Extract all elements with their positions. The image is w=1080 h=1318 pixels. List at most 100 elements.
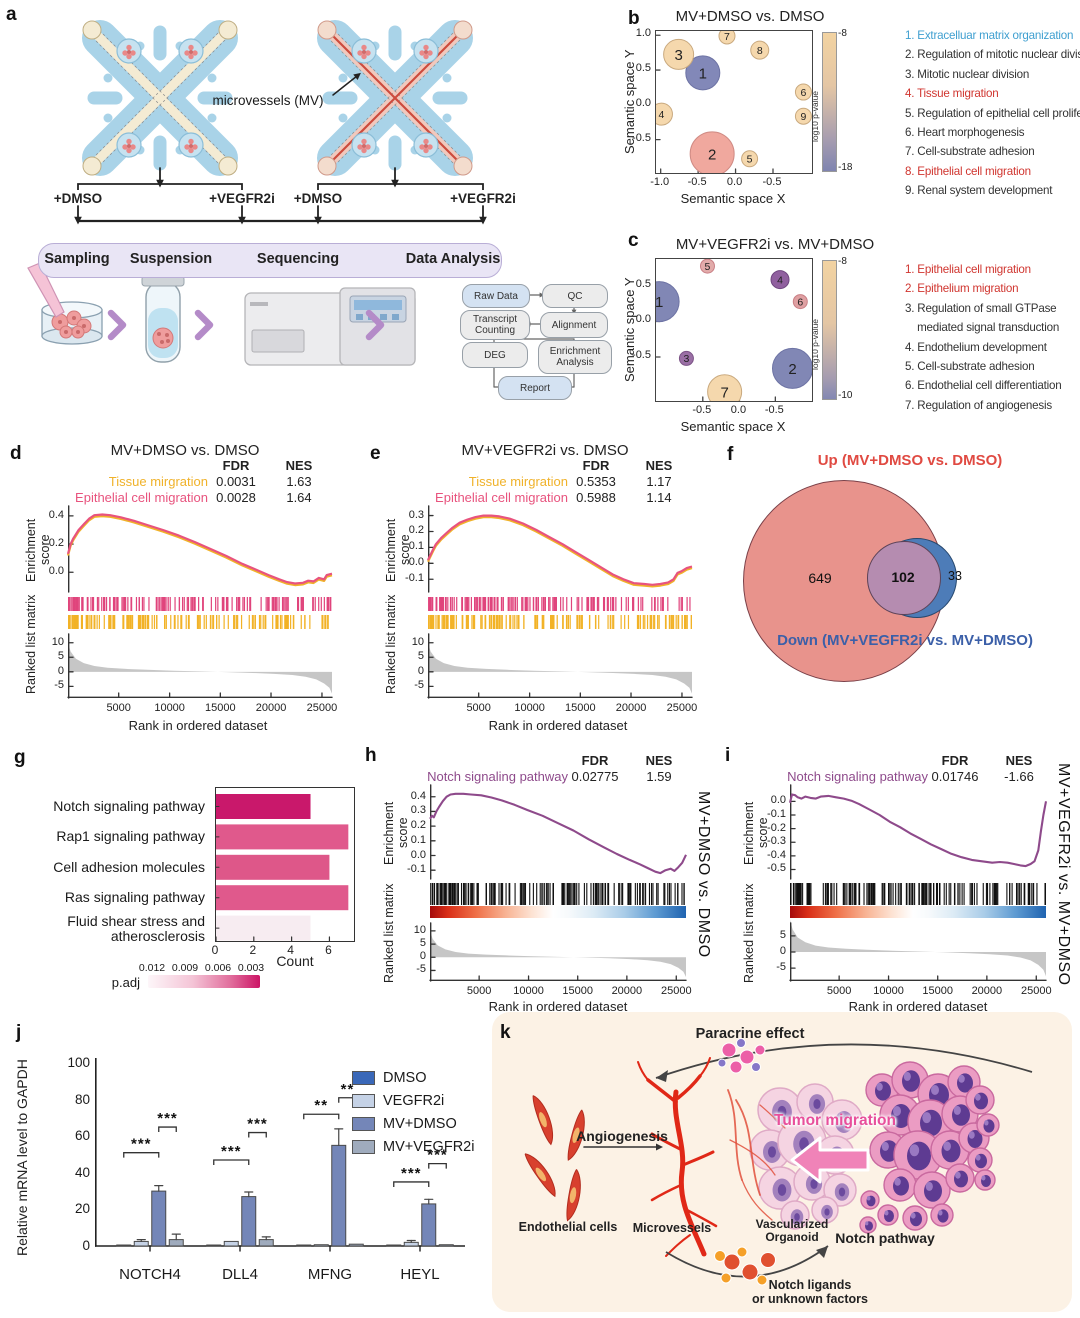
panel-c-bubble-plot: 1 2 3 4 5 6 7 bbox=[655, 258, 813, 402]
gsea-set-name: Tissue mirgration bbox=[468, 474, 568, 489]
rank-tick: 0 bbox=[57, 664, 64, 677]
padj-tick: 0.006 bbox=[204, 962, 232, 974]
rank-x-tick: 15000 bbox=[565, 702, 596, 714]
j-y-tick: 60 bbox=[74, 1128, 90, 1144]
gene-hit-barcode bbox=[790, 883, 1046, 905]
chip-workflow-illustration bbox=[27, 20, 577, 388]
bar-category-label: Cell adhesion molecules bbox=[53, 858, 205, 875]
panel-c-colorbar-top: -8 bbox=[838, 256, 847, 267]
svg-text:***: *** bbox=[247, 1116, 268, 1133]
ranked-list-plot bbox=[789, 919, 1047, 982]
j-legend-swatch bbox=[352, 1139, 375, 1154]
panel-c-legend: 1. Epithelial cell migration 2. Epitheliu… bbox=[905, 260, 1062, 415]
svg-text:2: 2 bbox=[788, 361, 796, 378]
rank-tick: -5 bbox=[54, 679, 64, 692]
x-tick-label: 0.0 bbox=[730, 404, 747, 416]
legend-item: 2. Epithelium migration bbox=[905, 282, 1019, 296]
j-y-tick: 20 bbox=[74, 1201, 90, 1217]
panel-c-colorbar-bottom: -10 bbox=[838, 390, 853, 401]
bar-category-label: Notch signaling pathway bbox=[53, 798, 205, 814]
venn-count-up: 649 bbox=[808, 570, 832, 586]
rank-x-tick: 10000 bbox=[514, 702, 545, 714]
flow-qc-label: QC bbox=[567, 290, 583, 302]
legend-item: mediated signal transduction bbox=[905, 321, 1060, 335]
panel-g-xlabel: Count bbox=[276, 953, 314, 969]
svg-text:***: *** bbox=[401, 1165, 422, 1182]
rank-tick: 5 bbox=[419, 937, 426, 950]
y-tick-label: 0.0 bbox=[635, 96, 651, 109]
venn-up-label: Up (MV+DMSO vs. DMSO) bbox=[817, 452, 1003, 469]
fdr-header: FDR bbox=[582, 458, 610, 473]
x-tick-label: -0.5 bbox=[764, 404, 784, 416]
treatment-vegfr2i-left: +VEGFR2i bbox=[209, 191, 275, 206]
gsea-set-fdr: 0.0031 bbox=[216, 474, 256, 489]
legend-item: 5. Cell-substrate adhesion bbox=[905, 360, 1035, 374]
nes-header: NES bbox=[1005, 753, 1033, 768]
gsea-set-fdr: 0.5988 bbox=[576, 490, 616, 505]
x-tick-label: 0.0 bbox=[726, 176, 743, 188]
rank-x-tick: 25000 bbox=[1020, 985, 1052, 997]
panel-d: d MV+DMSO vs. DMSO FDR NES Tissue mirgration… bbox=[0, 432, 360, 740]
x-tick-label: -0.5 bbox=[762, 176, 782, 188]
gsea-set-nes: 1.14 bbox=[646, 490, 672, 505]
gsea-set-fdr: 0.0028 bbox=[216, 490, 256, 505]
panel-c-letter: c bbox=[628, 230, 639, 251]
svg-text:***: *** bbox=[427, 1147, 448, 1164]
svg-text:***: *** bbox=[221, 1143, 242, 1160]
gsea-xlabel: Rank in ordered dataset bbox=[128, 718, 268, 733]
flow-raw-data-label: Raw Data bbox=[474, 290, 518, 302]
y-tick-label: 0.5 bbox=[635, 62, 651, 75]
enrichment-score-plot bbox=[429, 784, 687, 880]
x-tick-label: -1.0 bbox=[650, 176, 670, 188]
rank-x-tick: 20000 bbox=[255, 702, 287, 714]
notch-ligands-label: Notch ligands or unknown factors bbox=[752, 1278, 868, 1306]
y-tick-label: 0.5 bbox=[635, 277, 651, 290]
vascularized-organoid-label: Vascularized Organoid bbox=[755, 1217, 829, 1244]
rank-x-tick: 5000 bbox=[826, 985, 852, 997]
rank-tick: 10 bbox=[51, 635, 64, 648]
x-tick-label: -0.5 bbox=[687, 176, 707, 188]
gsea-set-name: Notch signaling pathway bbox=[787, 769, 928, 784]
es-tick: 0.2 bbox=[48, 537, 64, 550]
g-x-tick: 0 bbox=[211, 943, 219, 957]
panel-c-title: MV+VEGFR2i vs. MV+DMSO bbox=[675, 236, 875, 253]
es-tick: 0.2 bbox=[410, 819, 426, 832]
nes-header: NES bbox=[645, 753, 673, 768]
panel-letter: i bbox=[725, 745, 731, 766]
flow-alignment: Alignment bbox=[540, 312, 608, 338]
flow-alignment-label: Alignment bbox=[551, 319, 597, 331]
bar-category-label: Rap1 signaling pathway bbox=[56, 828, 205, 845]
panel-j-ylabel: Relative mRNA level to GAPDH bbox=[14, 1059, 30, 1257]
rank-tick: 0 bbox=[419, 950, 426, 963]
rank-tick: 5 bbox=[779, 928, 786, 941]
panel-c-colorbar bbox=[822, 260, 837, 400]
gsea-xlabel: Rank in ordered dataset bbox=[848, 999, 988, 1014]
bar-category-label: Ras signaling pathway bbox=[64, 889, 205, 906]
es-tick: 0.3 bbox=[408, 508, 424, 521]
flow-raw-data: Raw Data bbox=[462, 284, 530, 308]
panel-a: a microvessels (MV) +DMSO +VEGFR2i +DMSO… bbox=[0, 0, 620, 432]
panel-b-title: MV+DMSO vs. DMSO bbox=[675, 8, 825, 25]
svg-text:3: 3 bbox=[674, 47, 682, 64]
rank-x-tick: 5000 bbox=[466, 702, 491, 714]
y-tick-label: -0.5 bbox=[632, 348, 651, 361]
rank-x-tick: 20000 bbox=[615, 702, 647, 714]
panel-g: g Notch signaling pathway Rap1 signaling … bbox=[0, 745, 360, 1010]
rank-x-tick: 20000 bbox=[971, 985, 1003, 997]
gsea-title: MV+DMSO vs. DMSO bbox=[110, 442, 260, 459]
flow-deg: DEG bbox=[462, 342, 528, 368]
panel-letter: e bbox=[370, 443, 381, 464]
j-legend-row: VEGFR2i bbox=[352, 1089, 474, 1112]
enrichment-score-plot bbox=[788, 784, 1048, 880]
legend-item: 7. Regulation of angiogenesis bbox=[905, 398, 1052, 412]
legend-item: 3. Mitotic nuclear division bbox=[905, 67, 1030, 81]
es-tick: -0.4 bbox=[767, 848, 786, 861]
gsea-set-name: Notch signaling pathway bbox=[427, 769, 568, 784]
svg-text:4: 4 bbox=[659, 109, 665, 121]
legend-item: 1. Extracelluar matrix organization bbox=[905, 29, 1074, 42]
panel-i: i FDR NES Notch signaling pathway 0.01746 -1.… bbox=[720, 745, 1080, 1014]
venn-overlap-circle bbox=[867, 541, 941, 615]
gsea-set-name: Epithelial cell migration bbox=[75, 490, 208, 505]
